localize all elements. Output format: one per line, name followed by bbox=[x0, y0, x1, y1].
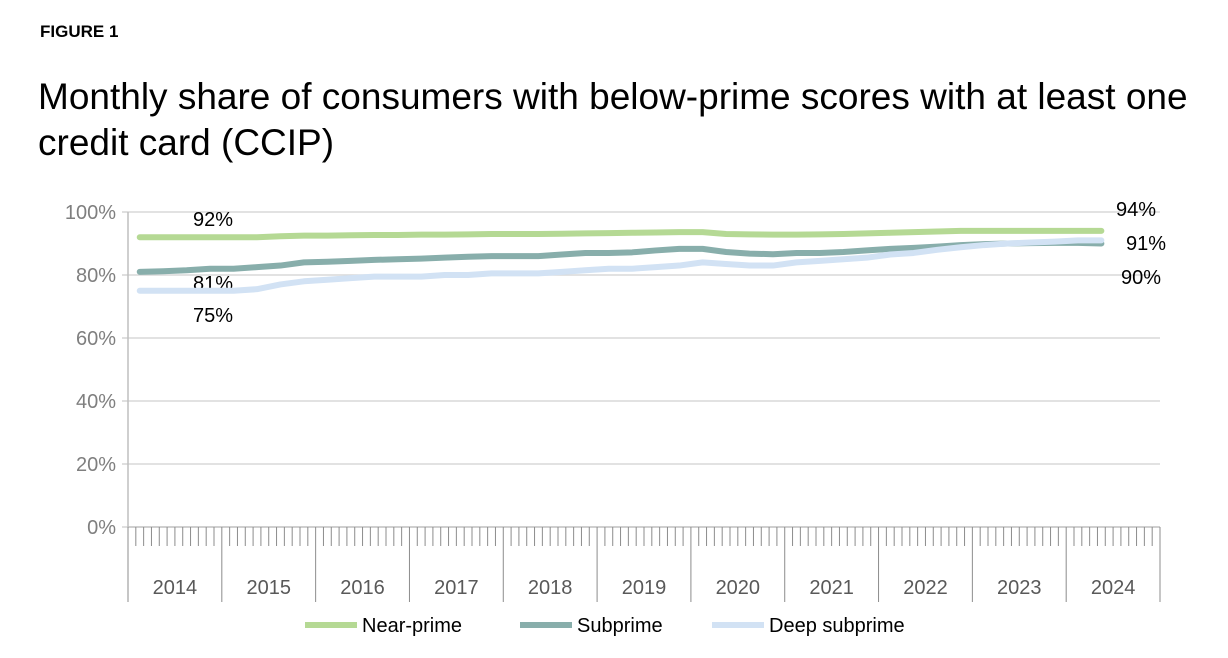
y-tick-label: 100% bbox=[65, 202, 116, 224]
y-tick-label: 40% bbox=[76, 391, 116, 413]
y-tick-label: 60% bbox=[76, 328, 116, 350]
x-tick-label: 2014 bbox=[153, 577, 198, 599]
series-line-near-prime bbox=[136, 227, 1105, 241]
chart-title: Monthly share of consumers with below-pr… bbox=[38, 76, 1188, 163]
x-tick-label: 2024 bbox=[1091, 577, 1136, 599]
x-tick-label: 2023 bbox=[997, 577, 1042, 599]
legend-label: Near-prime bbox=[362, 615, 462, 637]
y-tick-label: 80% bbox=[76, 265, 116, 287]
series-line-deep-subprime bbox=[136, 237, 1105, 294]
x-tick-label: 2020 bbox=[716, 577, 761, 599]
data-label-end: 90% bbox=[1121, 267, 1161, 289]
x-tick-label: 2018 bbox=[528, 577, 573, 599]
x-tick-label: 2015 bbox=[246, 577, 291, 599]
x-tick-label: 2019 bbox=[622, 577, 667, 599]
data-label-start: 75% bbox=[193, 305, 233, 327]
data-label-start: 92% bbox=[193, 209, 233, 231]
x-tick-label: 2016 bbox=[340, 577, 385, 599]
data-label-end: 91% bbox=[1126, 233, 1166, 255]
figure-label: FIGURE 1 bbox=[40, 22, 119, 41]
legend-label: Subprime bbox=[577, 615, 663, 637]
x-tick-label: 2021 bbox=[809, 577, 854, 599]
x-tick-label: 2022 bbox=[903, 577, 948, 599]
y-tick-label: 20% bbox=[76, 454, 116, 476]
x-tick-label: 2017 bbox=[434, 577, 479, 599]
data-label-end: 94% bbox=[1116, 199, 1156, 221]
y-tick-label: 0% bbox=[87, 517, 116, 539]
legend-label: Deep subprime bbox=[769, 615, 905, 637]
